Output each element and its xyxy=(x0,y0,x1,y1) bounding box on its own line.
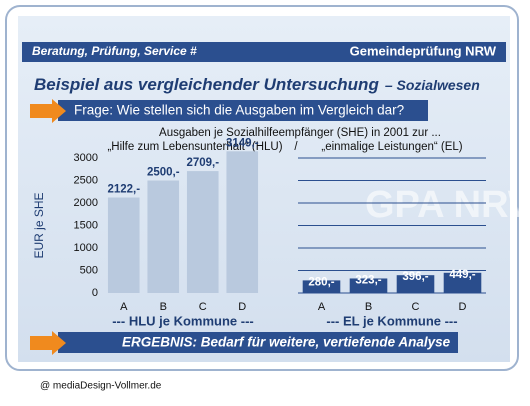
arrow xyxy=(30,331,66,355)
y-tick-label: 3000 xyxy=(74,152,98,164)
x-tick-label: A xyxy=(120,301,128,313)
header-bar xyxy=(22,42,506,62)
bar xyxy=(226,151,259,293)
arrow xyxy=(30,99,66,123)
y-tick-label: 0 xyxy=(92,287,98,299)
subtitle: Ausgaben je Sozialhilfeempfänger (SHE) i… xyxy=(159,127,441,139)
x-tick-label: C xyxy=(199,301,207,313)
value-label: 2709,- xyxy=(186,157,219,169)
header-right: Gemeindeprüfung NRW xyxy=(350,43,497,58)
x-axis-label: --- HLU je Kommune --- xyxy=(112,313,254,328)
y-axis-label: EUR je SHE xyxy=(32,192,46,258)
watermark: GPA NRW xyxy=(365,184,530,226)
x-tick-label: B xyxy=(160,301,167,313)
value-label: 280,- xyxy=(308,276,334,288)
x-tick-label: C xyxy=(412,301,420,313)
bar xyxy=(396,275,435,293)
value-label: 396,- xyxy=(402,271,428,283)
value-label: 2122,- xyxy=(107,184,140,196)
question-bar xyxy=(58,100,428,121)
value-label: 3149,- xyxy=(226,137,259,149)
x-tick-label: D xyxy=(459,301,467,313)
value-label: 449,- xyxy=(449,269,475,281)
x-tick-label: D xyxy=(238,301,246,313)
result: ERGEBNIS: Bedarf für weitere, vertiefend… xyxy=(122,335,451,350)
title: Beispiel aus vergleichender Untersuchung… xyxy=(34,75,480,94)
bar xyxy=(349,278,388,293)
result-bar xyxy=(58,332,458,353)
x-tick-label: B xyxy=(365,301,372,313)
value-label: 323,- xyxy=(355,274,381,286)
x-axis-label: --- EL je Kommune --- xyxy=(326,313,457,328)
y-tick-label: 1500 xyxy=(74,219,98,231)
value-label: 2500,- xyxy=(147,167,180,179)
bar xyxy=(302,280,341,293)
bar xyxy=(186,171,219,293)
chart-title: „Hilfe zum Lebensunterhalt“ (HLU) xyxy=(107,141,282,153)
title-suffix: – Sozialwesen xyxy=(385,77,480,93)
y-tick-label: 2000 xyxy=(74,197,98,209)
y-tick-label: 500 xyxy=(80,264,98,276)
header-left: Beratung, Prüfung, Service # xyxy=(32,44,197,58)
separator: / xyxy=(294,141,298,153)
x-tick-label: A xyxy=(318,301,326,313)
y-tick-label: 2500 xyxy=(74,174,98,186)
title-main: Beispiel aus vergleichender Untersuchung xyxy=(34,75,379,94)
bar xyxy=(107,197,140,293)
slide-background xyxy=(18,16,510,362)
question: Frage: Wie stellen sich die Ausgaben im … xyxy=(74,103,404,118)
chart-title: „einmalige Leistungen“ (EL) xyxy=(321,141,462,153)
y-tick-label: 1000 xyxy=(74,242,98,254)
footer: @ mediaDesign-Vollmer.de xyxy=(40,381,162,392)
bar xyxy=(443,272,482,293)
bar xyxy=(147,180,180,293)
